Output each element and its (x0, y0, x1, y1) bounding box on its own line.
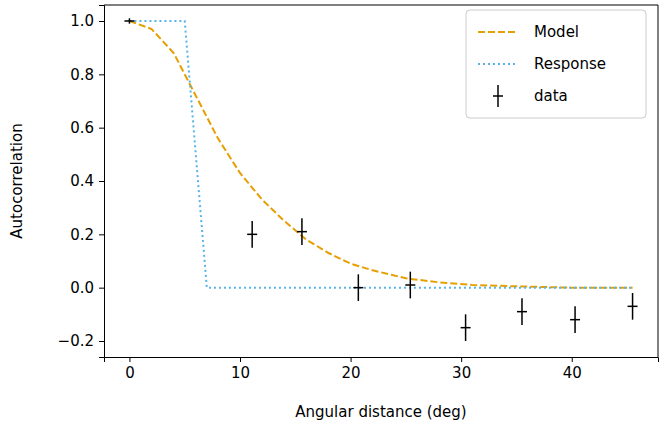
x-tick-label: 40 (563, 364, 582, 382)
y-tick-mark (99, 21, 104, 22)
y-tick: 0.8 (70, 66, 104, 84)
y-tick-mark (99, 128, 104, 129)
y-tick: 0.0 (70, 279, 104, 297)
x-tick-label: 20 (342, 364, 361, 382)
data-point (461, 314, 471, 341)
data-point (628, 293, 638, 320)
y-tick-label: −0.2 (58, 332, 94, 350)
y-tick-label: 0.4 (70, 172, 94, 190)
y-tick-mark (99, 288, 104, 289)
marker (461, 327, 471, 329)
x-tick-mark (572, 357, 573, 362)
x-axis-line (105, 358, 659, 363)
x-tick-mark (461, 357, 462, 362)
marker (297, 231, 307, 233)
data-point (517, 298, 527, 325)
marker (570, 319, 580, 321)
x-tick-mark (129, 357, 130, 362)
y-tick-mark (99, 181, 104, 182)
x-tick: 10 (231, 357, 250, 382)
y-tick-label: 0.8 (70, 66, 94, 84)
y-axis-line (99, 6, 105, 358)
x-tick: 0 (125, 357, 135, 382)
data-point (405, 272, 415, 299)
x-tick-mark (351, 357, 352, 362)
series-line (129, 21, 632, 288)
y-tick: 1.0 (70, 12, 104, 30)
y-tick-mark (99, 74, 104, 75)
y-tick: 0.2 (70, 226, 104, 244)
frame-right (658, 5, 659, 357)
x-tick: 20 (342, 357, 361, 382)
y-tick-label: 0.2 (70, 226, 94, 244)
plot-area (124, 18, 637, 341)
data-point (570, 306, 580, 333)
legend-swatch (478, 63, 518, 65)
x-tick-label: 30 (452, 364, 471, 382)
data-point (297, 218, 307, 245)
legend-label: data (534, 87, 568, 105)
marker (124, 20, 134, 22)
y-tick-mark (99, 341, 104, 342)
y-tick: −0.2 (58, 332, 104, 350)
marker (517, 311, 527, 313)
y-tick: 0.6 (70, 119, 104, 137)
legend-label: Model (534, 23, 579, 41)
x-axis-title: Angular distance (deg) (295, 403, 466, 421)
data-point (353, 274, 363, 301)
y-tick-label: 0.6 (70, 119, 94, 137)
x-axis: 0 10 20 30 40 (105, 357, 659, 382)
x-tick-label: 0 (125, 364, 135, 382)
y-axis-title: Autocorrelation (8, 123, 26, 238)
legend-label: Response (534, 55, 606, 73)
chart: 0 10 20 30 40 −0.2 0.0 0.2 0.4 0.6 0.8 1.0 Angular d… (0, 0, 664, 429)
y-axis: −0.2 0.0 0.2 0.4 0.6 0.8 1.0 (58, 6, 105, 358)
legend: Model Response data (466, 10, 646, 118)
y-tick: 0.4 (70, 172, 104, 190)
series-line (129, 21, 632, 288)
y-tick-label: 0.0 (70, 279, 94, 297)
marker (353, 287, 363, 289)
x-tick: 40 (563, 357, 582, 382)
y-tick-mark (99, 234, 104, 235)
marker (405, 284, 415, 286)
legend-swatch (478, 31, 518, 33)
y-tick-label: 1.0 (70, 12, 94, 30)
legend-swatch (493, 95, 503, 97)
data-point (247, 221, 257, 248)
marker (628, 306, 638, 308)
x-tick-mark (240, 357, 241, 362)
legend-box (466, 10, 646, 118)
frame-top (104, 5, 658, 6)
data-point (124, 18, 134, 23)
x-tick: 30 (452, 357, 471, 382)
x-tick-label: 10 (231, 364, 250, 382)
marker (247, 234, 257, 236)
